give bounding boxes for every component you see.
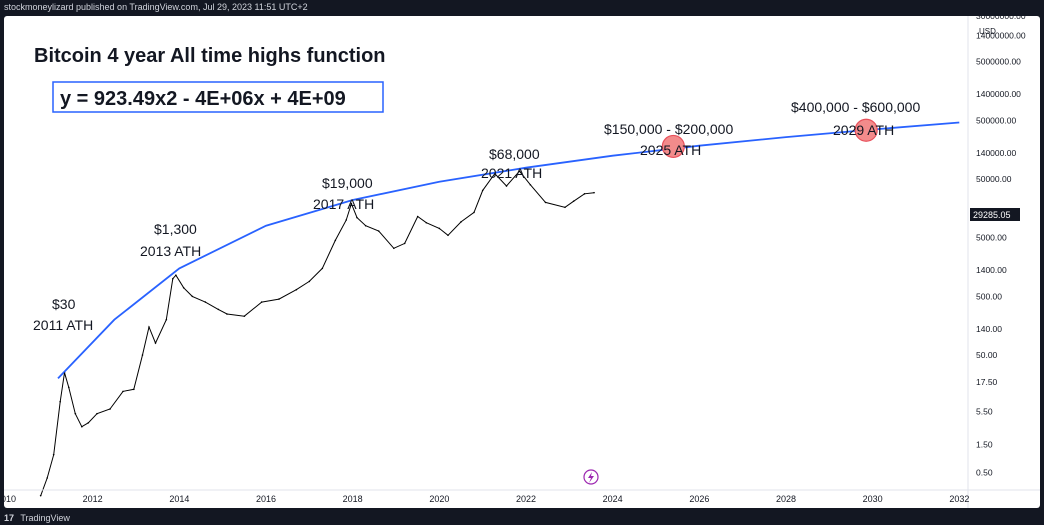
x-tick-label: 2020 (429, 494, 449, 504)
chart-panel: Bitcoin 4 year All time highs function y… (4, 16, 1040, 508)
btc-price-line (40, 170, 595, 496)
annotation-year-2021: 2021 ATH (481, 165, 542, 181)
y-tick-label: 30000000.00 (976, 16, 1026, 21)
y-tick-label: 5000.00 (976, 233, 1007, 243)
x-tick-label: 2024 (603, 494, 623, 504)
x-tick-label: 2026 (689, 494, 709, 504)
y-tick-label: 140000.00 (976, 148, 1016, 158)
last-price-badge (970, 208, 1020, 221)
y-tick-label: 500.00 (976, 291, 1002, 301)
target-price-2029: $400,000 - $600,000 (791, 99, 920, 115)
annotation-price-2017: $19,000 (322, 175, 373, 191)
ath-fit-curve (57, 121, 960, 380)
x-tick-label: 2028 (776, 494, 796, 504)
annotation-price-2011: $30 (52, 296, 76, 312)
x-tick-label: 2030 (863, 494, 883, 504)
x-tick-label: 2016 (256, 494, 276, 504)
annotation-price-2013: $1,300 (154, 221, 197, 237)
y-tick-label: 5000000.00 (976, 57, 1021, 67)
footer-brand: TradingView (20, 513, 70, 523)
y-tick-label: 50000.00 (976, 174, 1012, 184)
published-text: stockmoneylizard published on TradingVie… (4, 2, 308, 12)
y-tick-label: 1.50 (976, 439, 993, 449)
x-tick-label: 2022 (516, 494, 536, 504)
y-tick-label: 140.00 (976, 324, 1002, 334)
target-marker-1[interactable] (854, 118, 878, 142)
tradingview-logo-icon: 17 (4, 513, 15, 523)
last-price-label: 29285.05 (973, 210, 1011, 220)
y-tick-label: 1400000.00 (976, 89, 1021, 99)
y-tick-label: 17.50 (976, 377, 998, 387)
x-tick-label: 2012 (83, 494, 103, 504)
lightning-icon[interactable] (583, 469, 599, 485)
x-tick-label: 2018 (343, 494, 363, 504)
publisher-bar: stockmoneylizard published on TradingVie… (0, 0, 1044, 14)
annotation-year-2011: 2011 ATH (33, 317, 93, 333)
target-year-2025: 2025 ATH (640, 142, 701, 158)
formula-box (52, 81, 384, 113)
y-tick-label: 14000000.00 (976, 31, 1026, 41)
currency-label: USD (979, 27, 996, 36)
footer-bar: 17 TradingView (0, 511, 1044, 525)
price-chart[interactable]: Bitcoin 4 year All time highs function y… (4, 16, 1040, 508)
annotation-year-2013: 2013 ATH (140, 243, 201, 259)
y-tick-label: 500000.00 (976, 115, 1016, 125)
target-price-2025: $150,000 - $200,000 (604, 121, 733, 137)
annotation-price-2021: $68,000 (489, 146, 540, 162)
target-marker-0[interactable] (661, 134, 685, 159)
y-tick-label: 1400.00 (976, 265, 1007, 275)
y-tick-label: 5.50 (976, 406, 993, 416)
y-tick-label: 0.50 (976, 467, 993, 477)
target-year-2029: 2029 ATH (833, 122, 894, 138)
x-tick-label: 2032 (949, 494, 969, 504)
y-tick-label: 50.00 (976, 350, 998, 360)
annotation-year-2017: 2017 ATH (313, 196, 374, 212)
formula-text: y = 923.49x2 - 4E+06x + 4E+09 (60, 88, 346, 110)
x-tick-label: 2014 (169, 494, 189, 504)
chart-title: Bitcoin 4 year All time highs function (34, 45, 386, 67)
x-tick-label: 2010 (4, 494, 16, 504)
